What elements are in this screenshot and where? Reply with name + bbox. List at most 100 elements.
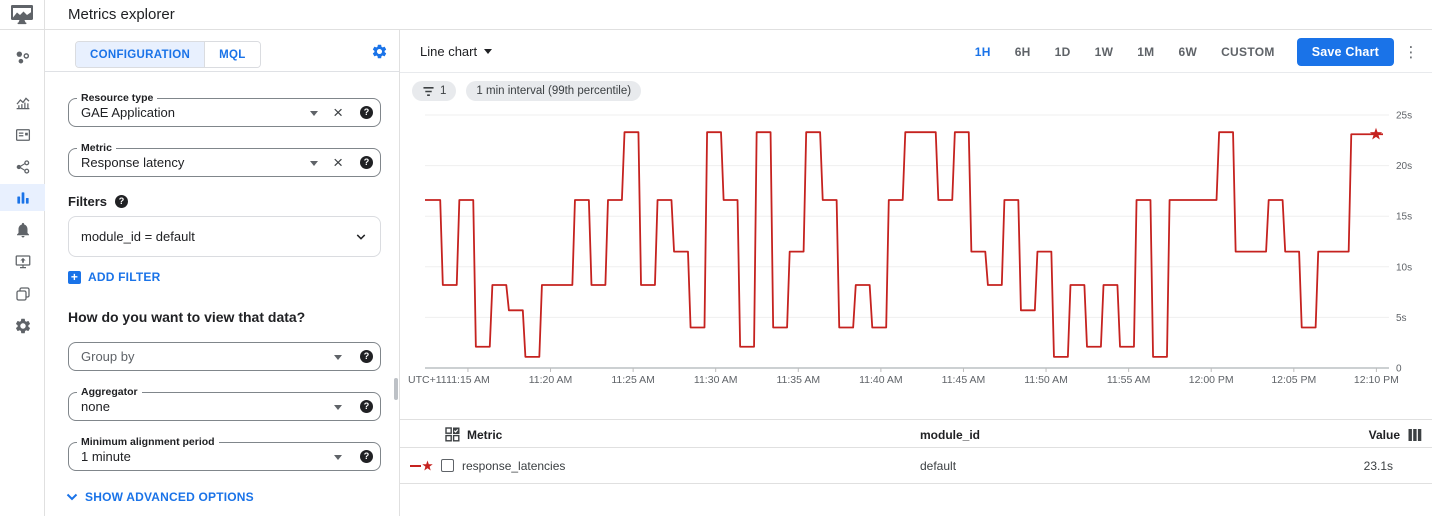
x-tick-label: 11:15 AM [446, 374, 490, 386]
legend-table-row[interactable]: response_latencies default 23.1s [400, 448, 1432, 484]
save-chart-button[interactable]: Save Chart [1296, 37, 1394, 66]
show-advanced-options-label: SHOW ADVANCED OPTIONS [85, 490, 254, 504]
chevron-down-icon [66, 493, 78, 501]
toggle-columns-icon[interactable] [445, 427, 460, 442]
group-by-field[interactable]: Group by ? [68, 342, 381, 371]
tab-configuration[interactable]: CONFIGURATION [76, 42, 205, 67]
filter-count-label: 1 [440, 85, 447, 97]
metric-help-icon[interactable]: ? [360, 156, 373, 169]
sidebar-item-uptime-checks[interactable] [0, 248, 45, 275]
filter-expand-chevron-icon[interactable] [356, 232, 366, 242]
show-advanced-options-button[interactable]: SHOW ADVANCED OPTIONS [66, 490, 254, 504]
x-tick-label: 11:40 AM [859, 374, 903, 386]
chart-toolbar: Line chart 1H 6H 1D 1W 1M 6W CUSTOM Save Chart… [400, 30, 1432, 73]
resource-type-dropdown-icon[interactable] [310, 111, 318, 116]
aggregator-value: none [81, 399, 110, 414]
alignment-period-field[interactable]: Minimum alignment period 1 minute ? [68, 436, 381, 471]
chart-type-dropdown[interactable]: Line chart [420, 30, 493, 73]
monitoring-logo[interactable] [0, 0, 45, 30]
y-tick-label: 20s [1396, 161, 1412, 172]
sidebar-item-metrics-explorer[interactable] [0, 184, 45, 211]
sidebar-item-dashboards[interactable] [0, 89, 45, 116]
tab-mql[interactable]: MQL [204, 42, 260, 67]
top-header: Metrics explorer [0, 0, 1432, 30]
x-tick-label: 12:10 PM [1354, 374, 1399, 386]
aggregator-dropdown-icon[interactable] [334, 405, 342, 410]
kebab-menu-icon[interactable]: ⋮ [1403, 43, 1419, 61]
config-tab-group: CONFIGURATION MQL [75, 41, 261, 68]
time-range-1h[interactable]: 1H [974, 44, 991, 59]
metric-value: Response latency [81, 155, 185, 170]
y-tick-label: 0 [1396, 364, 1402, 375]
group-by-dropdown-icon[interactable] [334, 355, 342, 360]
x-tick-label: 11:30 AM [694, 374, 738, 386]
add-filter-label: ADD FILTER [88, 270, 161, 284]
aggregator-help-icon[interactable]: ? [360, 400, 373, 413]
filters-help-icon[interactable]: ? [115, 195, 129, 208]
line-chart-plot[interactable]: 25s 20s 15s 10s 5s 0 UTC+11 11:15 AM 11:20 AM 11:… [400, 100, 1432, 396]
series-checkbox[interactable] [441, 459, 454, 472]
alignment-period-help-icon[interactable]: ? [360, 450, 373, 463]
aggregator-field[interactable]: Aggregator none ? [68, 386, 381, 421]
config-header: CONFIGURATION MQL [45, 30, 399, 72]
sidebar-item-alerting[interactable] [0, 216, 45, 243]
interval-chip[interactable]: 1 min interval (99th percentile) [466, 81, 642, 101]
x-tick-label: 11:45 AM [942, 374, 986, 386]
group-by-help-icon[interactable]: ? [360, 350, 373, 363]
time-range-1m[interactable]: 1M [1137, 44, 1155, 59]
alignment-period-dropdown-icon[interactable] [334, 455, 342, 460]
alignment-period-value: 1 minute [81, 449, 131, 464]
sidebar-item-services[interactable] [0, 153, 45, 180]
config-scrollbar-thumb[interactable] [394, 378, 398, 400]
legend-table-header: Metric module_id Value [400, 419, 1432, 448]
x-tick-label: 11:25 AM [611, 374, 655, 386]
resource-type-value: GAE Application [81, 105, 175, 120]
module-id-column-header[interactable]: module_id [920, 427, 981, 442]
filters-heading-row: Filters ? [68, 194, 129, 209]
y-tick-label: 10s [1396, 262, 1412, 273]
time-range-6h[interactable]: 6H [1014, 44, 1031, 59]
time-range-1d[interactable]: 1D [1054, 44, 1071, 59]
metric-column-header: Metric [445, 420, 502, 449]
aggregator-label: Aggregator [77, 386, 142, 398]
monitoring-logo-icon [11, 5, 33, 25]
filters-heading: Filters [68, 194, 108, 209]
metric-dropdown-icon[interactable] [310, 161, 318, 166]
y-tick-label: 15s [1396, 212, 1412, 223]
sidebar-item-groups[interactable] [0, 280, 45, 307]
sidebar-item-integrations[interactable] [0, 121, 45, 148]
time-range-custom[interactable]: CUSTOM [1221, 44, 1275, 59]
value-cell: 23.1s [1363, 459, 1393, 473]
module-id-cell: default [920, 459, 957, 473]
sidebar-item-settings[interactable] [0, 312, 45, 339]
x-tick-label: 11:35 AM [776, 374, 820, 386]
resource-type-clear-icon[interactable]: × [333, 103, 343, 122]
filter-count-chip[interactable]: 1 [412, 81, 457, 101]
interval-chip-label: 1 min interval (99th percentile) [476, 85, 632, 97]
card-icon [15, 128, 30, 141]
chips-row: 1 1 min interval (99th percentile) [412, 81, 642, 101]
add-filter-button[interactable]: + ADD FILTER [68, 270, 160, 284]
view-question-heading: How do you want to view that data? [68, 309, 306, 325]
metric-header-label[interactable]: Metric [467, 427, 503, 442]
chart-type-label: Line chart [420, 44, 478, 59]
filter-chip-box[interactable]: module_id = default [68, 216, 381, 257]
value-column-header[interactable]: Value [1369, 420, 1422, 449]
metric-field[interactable]: Metric Response latency × ? [68, 142, 381, 177]
alignment-period-label: Minimum alignment period [77, 436, 219, 448]
sidebar-item-overview[interactable] [0, 44, 45, 71]
metric-clear-icon[interactable]: × [333, 153, 343, 172]
dashboards-icon [16, 96, 29, 109]
resource-type-help-icon[interactable]: ? [360, 106, 373, 119]
filter-expression: module_id = default [81, 229, 195, 244]
legend-table: Metric module_id Value [400, 419, 1432, 484]
end-star-marker [1369, 127, 1383, 140]
resource-type-field[interactable]: Resource type GAE Application × ? [68, 92, 381, 127]
time-range-6w[interactable]: 6W [1178, 44, 1198, 59]
config-settings-gear-icon[interactable] [371, 43, 388, 60]
settings-gear-icon [15, 318, 30, 333]
left-nav [0, 30, 45, 516]
time-range-group: 1H 6H 1D 1W 1M 6W CUSTOM [963, 38, 1287, 66]
time-range-1w[interactable]: 1W [1094, 44, 1114, 59]
